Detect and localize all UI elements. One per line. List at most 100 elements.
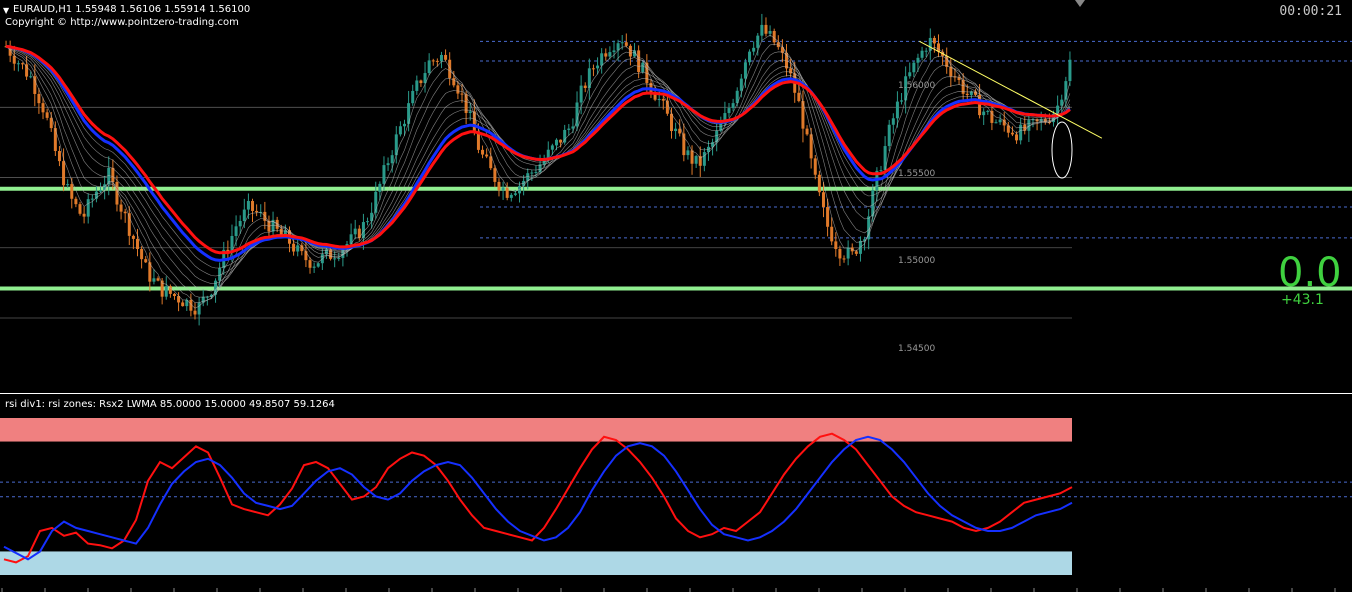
candle-body: [998, 119, 1002, 123]
menu-arrow-icon[interactable]: ▼: [3, 6, 10, 15]
candle-body: [66, 184, 70, 186]
candle-body: [394, 134, 398, 156]
candle-body: [476, 132, 480, 150]
candle-body: [505, 187, 509, 198]
candle-body: [682, 133, 686, 156]
candle-body: [587, 68, 591, 89]
candle-body: [472, 111, 476, 133]
candle-body: [33, 76, 37, 94]
candle-body: [550, 145, 554, 150]
candle-body: [341, 249, 345, 258]
candle-body: [579, 85, 583, 103]
candle-body: [464, 94, 468, 113]
candle-body: [908, 72, 912, 77]
chart-shift-marker: [1075, 0, 1085, 7]
candle-body: [945, 56, 949, 67]
candle-body: [834, 241, 838, 250]
candle-body: [571, 126, 575, 129]
candle-body: [20, 63, 24, 65]
candle-body: [181, 302, 185, 307]
candle-body: [961, 79, 965, 94]
candle-body: [230, 236, 234, 253]
candle-body: [575, 102, 579, 127]
osc-red-line: [3, 432, 1073, 564]
candle-body: [1035, 119, 1039, 122]
candle-body: [723, 113, 727, 124]
candle-body: [349, 234, 353, 245]
candle-body: [403, 123, 406, 127]
candle-body: [312, 266, 316, 268]
candle-body: [308, 260, 312, 268]
candle-body: [78, 204, 82, 214]
candle-body: [386, 163, 390, 166]
candle-body: [57, 151, 61, 162]
candle-body: [937, 43, 940, 52]
price-pane: [0, 13, 1352, 326]
candle-body: [760, 24, 764, 36]
candle-body: [242, 209, 246, 222]
candle-body: [119, 204, 123, 212]
candle-body: [912, 62, 916, 73]
candle-body: [509, 194, 513, 198]
candle-body: [361, 222, 365, 238]
candle-body: [628, 45, 632, 57]
time-axis: [1, 588, 1336, 592]
price-label: 1.56000: [898, 81, 936, 91]
candle-body: [957, 77, 961, 80]
candle-body: [448, 59, 452, 79]
candle-body: [809, 134, 813, 159]
candle-body: [608, 52, 612, 57]
candle-body: [797, 92, 801, 102]
candle-body: [366, 221, 370, 223]
candle-body: [12, 55, 16, 64]
candle-body: [238, 221, 242, 227]
candle-body: [251, 200, 255, 211]
candle-body: [177, 296, 181, 303]
candle-body: [1064, 81, 1068, 100]
candle-body: [854, 251, 858, 254]
candle-body: [867, 216, 871, 240]
candle-body: [986, 110, 990, 112]
candle-body: [982, 111, 986, 116]
candle-body: [932, 37, 936, 44]
candle-body: [813, 158, 817, 175]
candle-body: [653, 92, 657, 100]
candle-body: [16, 63, 20, 65]
candle-body: [789, 68, 793, 74]
candle-body: [25, 64, 29, 77]
candle-body: [670, 113, 673, 132]
osc-blue-line: [3, 435, 1073, 561]
candle-body: [887, 124, 891, 147]
candle-body: [439, 54, 443, 62]
candle-body: [846, 247, 850, 259]
candle-body: [900, 100, 904, 102]
candle-body: [374, 191, 378, 213]
candle-body: [698, 156, 702, 166]
candle-body: [111, 167, 115, 182]
candle-body: [324, 249, 328, 255]
candle-body: [419, 80, 423, 84]
candle-body: [1015, 134, 1019, 141]
candle-body: [916, 57, 920, 63]
candle-body: [616, 43, 620, 51]
candle-body: [411, 90, 415, 104]
candle-body: [164, 286, 168, 297]
candle-body: [969, 91, 973, 95]
candle-body: [826, 207, 830, 227]
candle-body: [189, 299, 193, 311]
candle-body: [838, 249, 842, 259]
candle-body: [748, 51, 752, 63]
candle-body: [489, 156, 493, 169]
candle-body: [53, 128, 57, 152]
candle-body: [99, 190, 103, 192]
candle-body: [612, 50, 616, 53]
candle-body: [600, 53, 604, 66]
candle-body: [357, 228, 361, 238]
candle-body: [719, 123, 723, 131]
candle-body: [255, 210, 259, 213]
candle-body: [283, 230, 287, 235]
candle-body: [756, 35, 760, 48]
candle-body: [423, 73, 427, 84]
candle-body: [49, 117, 53, 129]
